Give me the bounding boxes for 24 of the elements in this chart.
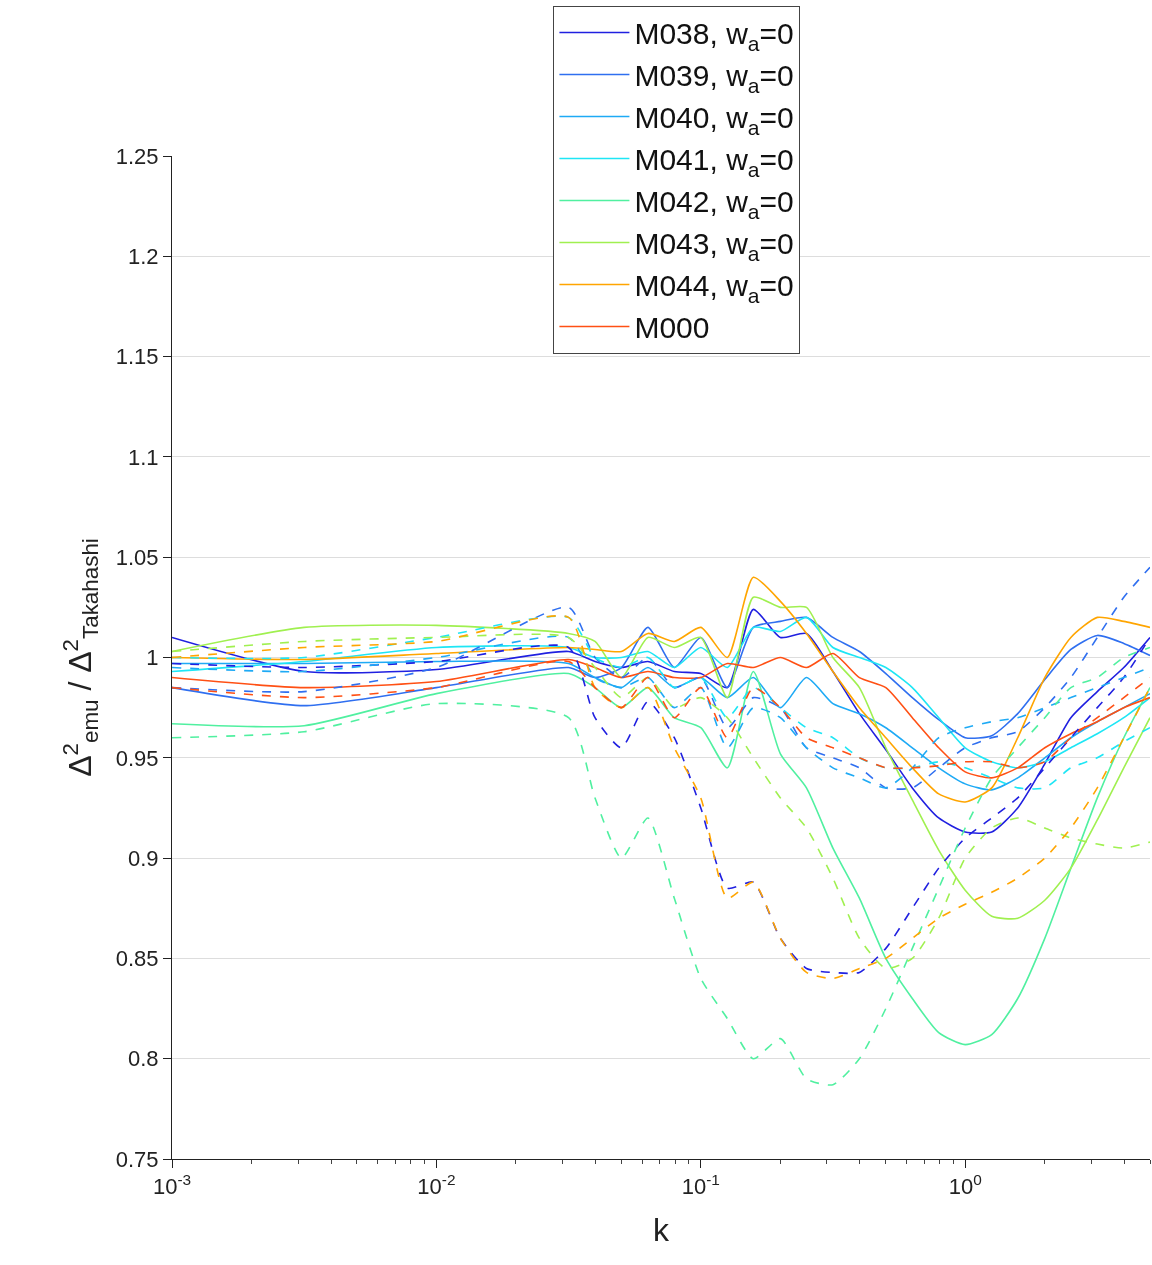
y-tick-label: 1.1 [128, 444, 159, 470]
y-tick-label: 1 [146, 645, 159, 671]
legend-label: M038, w$_{a}$=0 [634, 17, 794, 55]
y-tick-label: 1.05 [115, 544, 159, 570]
legend-label: M041, w$_{a}$=0 [634, 143, 794, 181]
y-tick-label: 0.8 [128, 1046, 159, 1072]
y-tick-label: 1.2 [128, 244, 159, 269]
x-tick-label: 10$^{0}$ [948, 1171, 982, 1200]
y-tick-label: 0.85 [115, 946, 159, 972]
legend-label: M044, w$_{a}$=0 [634, 269, 794, 307]
legend-label: M043, w$_{a}$=0 [634, 227, 794, 265]
y-tick-label: 0.9 [128, 845, 159, 871]
x-tick-label: 10$^{-1}$ [681, 1171, 720, 1200]
x-tick-label: 10$^{-3}$ [152, 1171, 192, 1200]
y-tick-label: 0.75 [115, 1146, 159, 1172]
legend-label: M039, w$_{a}$=0 [634, 59, 794, 97]
x-tick-label: 10$^{-2}$ [417, 1171, 456, 1200]
y-tick-label: 1.15 [115, 344, 159, 370]
legend-label: M040, w$_{a}$=0 [634, 101, 794, 139]
legend-label: M042, w$_{a}$=0 [634, 185, 794, 223]
x-axis-title: k [653, 1212, 670, 1249]
y-tick-label: 1.25 [115, 143, 159, 169]
legend-label: M000 [634, 311, 710, 345]
y-tick-label: 0.95 [115, 745, 159, 771]
